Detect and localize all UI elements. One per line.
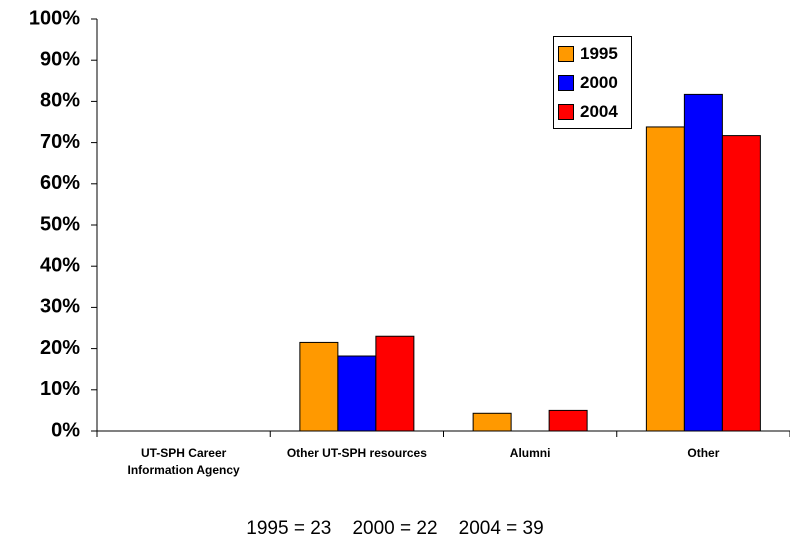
legend-swatch	[558, 45, 574, 62]
legend-label: 1995	[580, 43, 618, 63]
x-tick-label: Alumni	[509, 446, 551, 460]
y-tick-label: 20%	[40, 337, 80, 359]
y-tick-label: 40%	[40, 254, 80, 276]
legend-item: 2004	[554, 97, 631, 126]
annotation: 1995 = 23 2000 = 22 2004 = 39	[246, 518, 544, 539]
bar	[645, 126, 685, 432]
legend-item: 2000	[554, 68, 631, 97]
y-tick-label: 90%	[40, 48, 80, 70]
bar	[472, 412, 512, 432]
y-tick-label: 30%	[40, 296, 80, 318]
bar	[683, 93, 723, 432]
legend-label: 2004	[580, 101, 618, 121]
y-tick-label: 80%	[40, 90, 80, 112]
bar	[375, 335, 415, 432]
bar	[721, 135, 761, 432]
legend-label: 2000	[580, 72, 618, 92]
legend-item: 1995	[554, 39, 631, 68]
y-tick-label: 70%	[40, 131, 80, 153]
y-tick-label: 100%	[29, 7, 80, 29]
legend-swatch	[558, 74, 574, 91]
x-tick-label: UT-SPH Career Information Agency	[127, 446, 240, 477]
bar	[299, 341, 339, 432]
y-tick-label: 0%	[51, 419, 80, 441]
y-tick-label: 50%	[40, 213, 80, 235]
legend: 1995 2000 2004	[553, 36, 632, 129]
legend-swatch	[558, 103, 574, 120]
y-tick-label: 10%	[40, 378, 80, 400]
x-tick-label: Other UT-SPH resources	[286, 446, 427, 460]
y-tick-label: 60%	[40, 172, 80, 194]
x-tick-label: Other	[687, 446, 720, 460]
bar	[548, 409, 588, 432]
bar	[337, 355, 377, 432]
